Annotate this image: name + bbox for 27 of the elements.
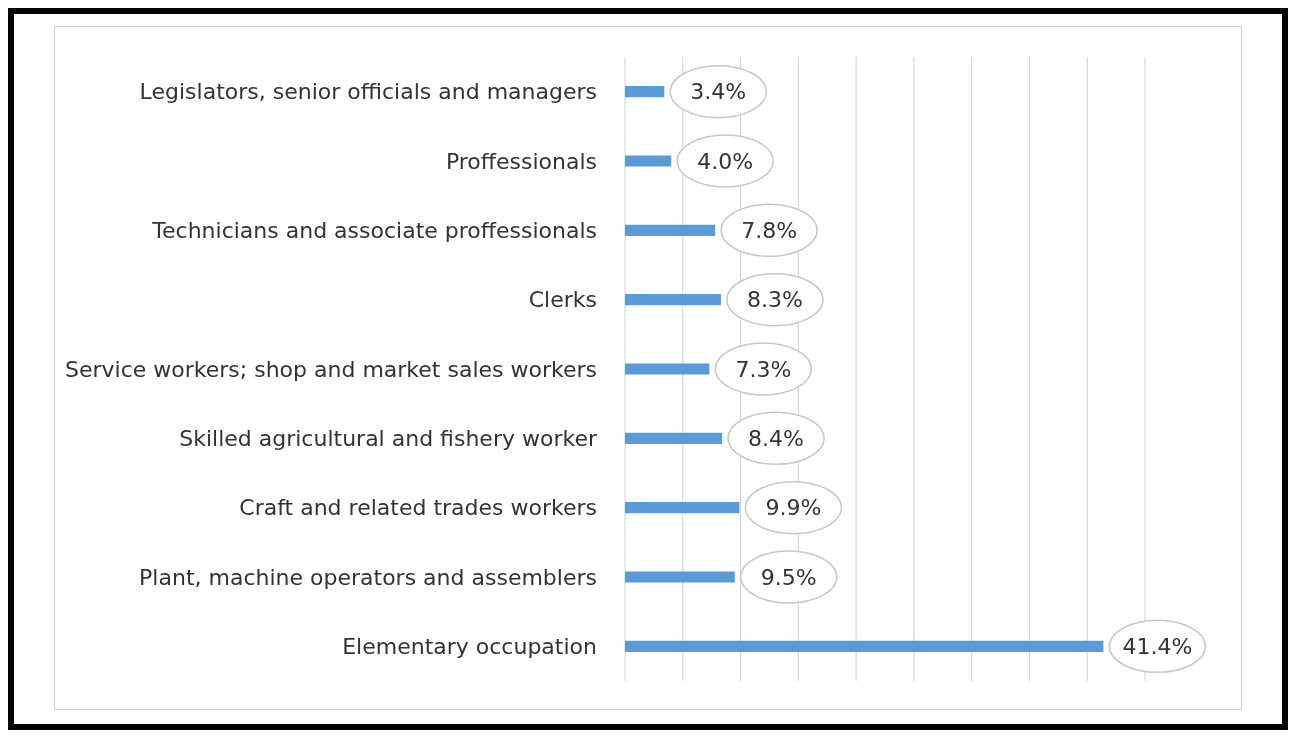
bar: [625, 224, 716, 236]
data-label: 9.9%: [765, 495, 822, 521]
data-label: 7.3%: [735, 356, 792, 382]
data-label: 9.5%: [760, 564, 817, 590]
y-tick-label: Elementary occupation: [342, 634, 597, 660]
bar: [625, 432, 723, 444]
data-label: 8.3%: [746, 287, 803, 313]
bar: [625, 502, 740, 514]
bar: [625, 294, 721, 306]
y-tick-label: Legislators, senior officials and managers: [139, 79, 597, 105]
y-tick-label: Proffessionals: [445, 148, 597, 174]
bar: [625, 86, 665, 98]
data-label: 8.4%: [748, 425, 805, 451]
data-label: 41.4%: [1122, 633, 1193, 659]
data-label: 4.0%: [697, 148, 754, 174]
data-label: 3.4%: [690, 79, 747, 105]
bar: [625, 571, 735, 583]
bar: [625, 155, 672, 167]
bar: [625, 640, 1104, 652]
bar: [625, 363, 710, 375]
data-label: 7.8%: [741, 217, 798, 243]
y-tick-label: Technicians and associate proffessionals: [151, 218, 597, 244]
y-tick-label: Service workers; shop and market sales workers: [64, 356, 597, 382]
y-tick-label: Skilled agricultural and fishery worker: [179, 426, 598, 452]
y-tick-label: Craft and related trades workers: [239, 495, 597, 521]
y-tick-label: Clerks: [528, 287, 597, 313]
y-tick-label: Plant, machine operators and assemblers: [139, 564, 597, 590]
